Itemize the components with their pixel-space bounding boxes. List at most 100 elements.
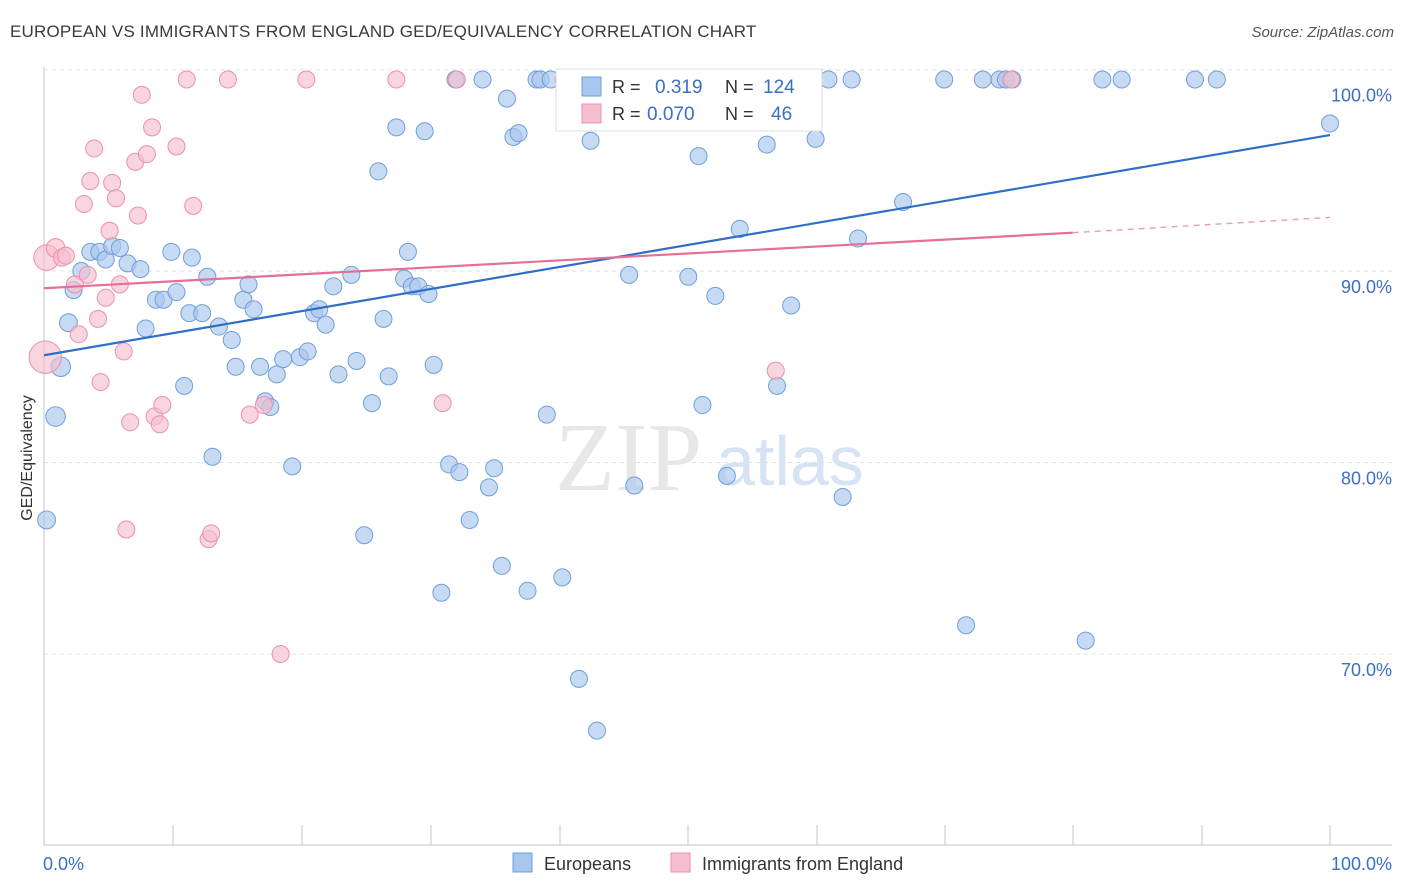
europeans-point — [398, 242, 417, 261]
y-tick-label: 80.0% — [1341, 469, 1392, 489]
england-point — [271, 645, 290, 663]
legend-swatch-europeans — [581, 76, 602, 97]
europeans-point — [110, 239, 129, 258]
england-point — [85, 139, 104, 158]
bottom-legend-swatch-england — [670, 852, 691, 873]
bottom-legend-swatch-europeans — [512, 852, 533, 873]
england-point — [137, 145, 156, 164]
legend-r-label-1: R = — [612, 77, 641, 97]
europeans-point — [497, 89, 516, 108]
england-point — [81, 171, 100, 190]
europeans-point — [806, 129, 825, 148]
europeans-point — [485, 459, 504, 478]
y-axis-label: GED/Equivalency — [19, 395, 36, 520]
england-point — [74, 194, 93, 213]
europeans-point — [1112, 70, 1131, 89]
europeans-point — [316, 315, 335, 334]
europeans-point — [768, 376, 787, 395]
bottom-legend-europeans: Europeans — [544, 854, 631, 874]
europeans-point — [730, 219, 749, 238]
europeans-point — [957, 616, 976, 635]
europeans-point — [355, 526, 374, 545]
europeans-point — [509, 124, 528, 143]
bottom-legend-england: Immigrants from England — [702, 854, 903, 874]
europeans-point — [198, 267, 217, 286]
england-point — [96, 288, 115, 307]
europeans-point — [432, 583, 451, 602]
england-point — [107, 189, 126, 208]
axes — [43, 67, 1392, 846]
england-point — [69, 325, 88, 344]
europeans-point — [37, 510, 56, 530]
europeans-point — [203, 447, 222, 466]
europeans-point — [689, 147, 708, 166]
england-point — [766, 361, 785, 380]
europeans-point — [342, 265, 361, 284]
europeans-point — [244, 300, 263, 319]
england-point — [132, 85, 151, 104]
x-tick-label-max: 100.0% — [1331, 854, 1392, 874]
chart-title: EUROPEAN VS IMMIGRANTS FROM ENGLAND GED/… — [10, 22, 757, 41]
europeans-point — [492, 556, 511, 575]
europeans-point — [329, 365, 348, 384]
europeans-point — [193, 304, 212, 323]
europeans-point — [587, 721, 606, 740]
england-point — [1002, 70, 1021, 89]
england-point — [177, 70, 196, 89]
europeans-point — [450, 463, 469, 482]
trend-lines — [43, 133, 1331, 357]
europeans-point — [473, 70, 492, 89]
europeans-point — [1076, 631, 1095, 650]
y-tick-label: 70.0% — [1341, 660, 1392, 680]
england-point — [433, 394, 452, 413]
europeans-point — [569, 669, 588, 688]
england-point — [89, 309, 108, 328]
legend-r-value-2: 0.070 — [647, 104, 695, 125]
europeans-point — [842, 70, 861, 89]
europeans-point — [679, 267, 698, 286]
england-point — [167, 137, 186, 156]
europeans-point — [1207, 70, 1226, 89]
europeans-point — [175, 376, 194, 395]
y-tick-label: 100.0% — [1331, 86, 1392, 106]
europeans-point — [625, 476, 644, 495]
england-point — [65, 275, 84, 294]
england-point — [121, 413, 140, 432]
europeans-point — [537, 405, 556, 424]
europeans-point — [757, 135, 776, 154]
legend-swatch-england — [581, 103, 602, 124]
watermark-zip: ZIP — [555, 404, 702, 512]
europeans-point — [162, 242, 181, 261]
england-point — [128, 206, 147, 225]
europeans-point — [849, 229, 868, 248]
england-point — [202, 524, 221, 543]
europeans-point — [620, 265, 639, 284]
europeans-point — [518, 581, 537, 600]
england-point — [117, 520, 136, 539]
england-point — [91, 373, 110, 392]
europeans-point — [424, 355, 443, 374]
europeans-trend-line — [43, 133, 1331, 357]
england-point — [150, 415, 169, 434]
legend-n-label-2: N = — [725, 104, 754, 124]
england-point — [103, 173, 122, 192]
europeans-point — [833, 487, 852, 506]
europeans-point — [59, 313, 78, 333]
england-point — [28, 340, 62, 374]
x-tick-label-min: 0.0% — [43, 854, 84, 874]
england-point — [184, 196, 203, 215]
europeans-point — [239, 275, 258, 294]
top-legend: R = 0.319 N = 124 R = 0.070 N = 46 — [555, 68, 823, 132]
legend-n-value-1: 124 — [763, 77, 795, 98]
europeans-point — [819, 70, 838, 89]
europeans-point — [182, 248, 201, 267]
england-point — [78, 265, 97, 284]
england-point — [218, 70, 237, 89]
europeans-point — [935, 70, 954, 89]
england-point — [240, 405, 259, 424]
europeans-point — [369, 162, 388, 181]
legend-r-label-2: R = — [612, 104, 641, 124]
europeans-point — [283, 457, 302, 476]
